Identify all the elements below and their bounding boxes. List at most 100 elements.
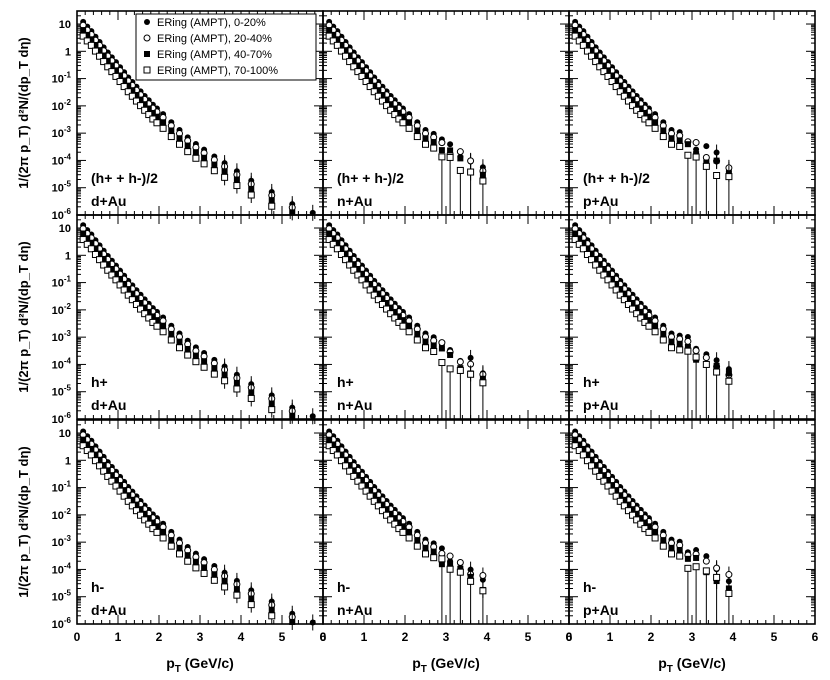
marker-filled-square [350, 57, 357, 64]
marker-filled-square [684, 141, 691, 148]
marker-open-square [608, 78, 616, 86]
marker-open-square [124, 497, 132, 505]
marker-filled-square [596, 467, 603, 474]
marker-open-square [579, 41, 587, 49]
marker-open-square [430, 348, 438, 356]
marker-open-square [346, 58, 354, 66]
legend-marker-open-square [143, 66, 151, 74]
marker-open-square [676, 142, 684, 150]
marker-filled-square [117, 482, 124, 489]
marker-filled-square [629, 300, 636, 307]
marker-open-square [104, 472, 112, 480]
marker-open-square [210, 167, 218, 175]
y-tick-label: 1 [65, 250, 71, 262]
marker-open-square [575, 37, 583, 45]
legend-box [135, 13, 317, 81]
marker-open-square [87, 245, 95, 253]
marker-filled-square [334, 239, 341, 246]
x-axis-label: pT (GeV/c) [412, 655, 480, 675]
marker-open-square [479, 379, 487, 387]
marker-open-square [387, 106, 395, 114]
marker-open-square [149, 115, 157, 123]
marker-open-square [153, 119, 161, 127]
x-tick-label: 2 [648, 630, 655, 644]
marker-open-square [233, 591, 241, 599]
marker-open-square [149, 318, 157, 326]
marker-open-square [370, 497, 378, 505]
marker-open-circle [725, 571, 733, 579]
panel-0-1: (h+ + h-)/2 n+Au [322, 10, 570, 216]
marker-filled-square [112, 270, 119, 277]
marker-open-square [350, 63, 358, 71]
marker-filled-square [617, 286, 624, 293]
marker-filled-square [637, 105, 644, 112]
y-tick-label: 10-5 [52, 384, 72, 399]
marker-open-square [362, 78, 370, 86]
marker-open-square [83, 447, 91, 455]
marker-open-square [337, 457, 345, 465]
y-tick-label: 10-6 [52, 411, 72, 426]
marker-filled-square [479, 171, 486, 178]
marker-filled-square [100, 255, 107, 262]
marker-filled-square [363, 482, 370, 489]
marker-filled-square [145, 308, 152, 315]
marker-open-square [247, 191, 255, 199]
x-tick-label: 4 [238, 630, 245, 644]
marker-open-square [446, 153, 454, 161]
marker-open-square [651, 328, 659, 336]
marker-filled-square [192, 352, 199, 359]
marker-open-square [354, 477, 362, 485]
marker-filled-square [121, 77, 128, 84]
marker-filled-square [387, 101, 394, 108]
marker-open-square [446, 365, 454, 373]
marker-open-square [200, 363, 208, 371]
marker-open-square [659, 336, 667, 344]
marker-open-square [91, 250, 99, 258]
marker-open-square [221, 583, 229, 591]
marker-filled-square [326, 436, 333, 443]
marker-open-square [641, 318, 649, 326]
y-tick-label: 10 [59, 428, 71, 440]
marker-open-square [413, 133, 421, 141]
marker-open-square [579, 451, 587, 459]
marker-filled-square [375, 290, 382, 297]
x-tick-label: 5 [279, 630, 286, 644]
marker-filled-square [604, 476, 611, 483]
marker-filled-square [580, 445, 587, 452]
marker-open-circle [713, 564, 721, 572]
marker-filled-square [447, 351, 454, 358]
y-axis-label-text: 1/(2π p_T) d²N/(dp_T dη) [16, 446, 31, 598]
marker-filled-square [363, 72, 370, 79]
marker-open-square [467, 577, 475, 585]
x-tick-label: 6 [320, 630, 327, 644]
panel-charge-label: h- [91, 579, 105, 595]
marker-open-square [633, 310, 641, 318]
panel-frame [322, 214, 570, 420]
marker-open-square [438, 555, 446, 563]
marker-filled-square [211, 365, 218, 372]
marker-open-square [200, 569, 208, 577]
marker-filled-square [326, 230, 333, 237]
marker-open-circle [479, 572, 487, 580]
marker-open-square [583, 47, 591, 55]
marker-open-circle [456, 558, 464, 566]
marker-filled-square [104, 261, 111, 268]
x-tick-label: 5 [771, 630, 778, 644]
marker-open-square [596, 472, 604, 480]
marker-filled-square [572, 436, 579, 443]
legend-marker-filled-square [144, 51, 150, 57]
marker-filled-square [84, 235, 91, 242]
marker-filled-square [684, 555, 691, 562]
axis-labels: pT (GeV/c) pT (GeV/c) pT (GeV/c) 1/(2π p_T)… [16, 37, 726, 675]
marker-open-circle [438, 339, 446, 347]
x-tick-label: 3 [443, 630, 450, 644]
marker-open-square [383, 102, 391, 110]
marker-filled-square [592, 52, 599, 59]
x-tick-label: 1 [115, 630, 122, 644]
marker-open-square [430, 144, 438, 152]
panel-2-0: 0 1 2 3 4 5 6 10 1 10-1 10-2 10-3 10-4 10-5 10-6 h-d+Au [52, 419, 327, 644]
marker-open-square [725, 377, 733, 385]
marker-filled-square [629, 506, 636, 513]
marker-open-square [342, 462, 350, 470]
